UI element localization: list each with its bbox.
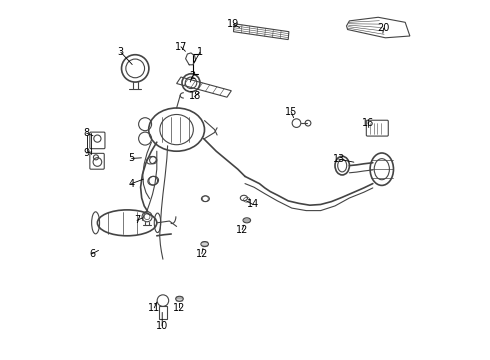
Text: 17: 17	[175, 42, 187, 52]
Text: 10: 10	[156, 321, 169, 331]
Text: 13: 13	[333, 154, 345, 164]
Text: 12: 12	[173, 303, 186, 313]
Text: 4: 4	[128, 179, 135, 189]
Text: 7: 7	[134, 215, 140, 225]
Text: 12: 12	[236, 225, 248, 235]
Text: 6: 6	[89, 249, 95, 259]
Text: 9: 9	[83, 148, 90, 158]
Text: 12: 12	[196, 249, 208, 259]
Text: 15: 15	[285, 107, 297, 117]
Text: 8: 8	[83, 128, 90, 138]
Text: 18: 18	[189, 91, 201, 102]
Text: 3: 3	[118, 47, 124, 57]
Text: 2: 2	[190, 71, 196, 81]
Text: 20: 20	[377, 23, 390, 33]
Bar	[159, 306, 167, 319]
Text: 14: 14	[247, 199, 259, 210]
Text: 5: 5	[128, 153, 135, 163]
Text: 11: 11	[148, 303, 160, 313]
Text: 16: 16	[362, 118, 374, 128]
Text: 1: 1	[197, 47, 203, 57]
Text: 19: 19	[227, 19, 240, 30]
